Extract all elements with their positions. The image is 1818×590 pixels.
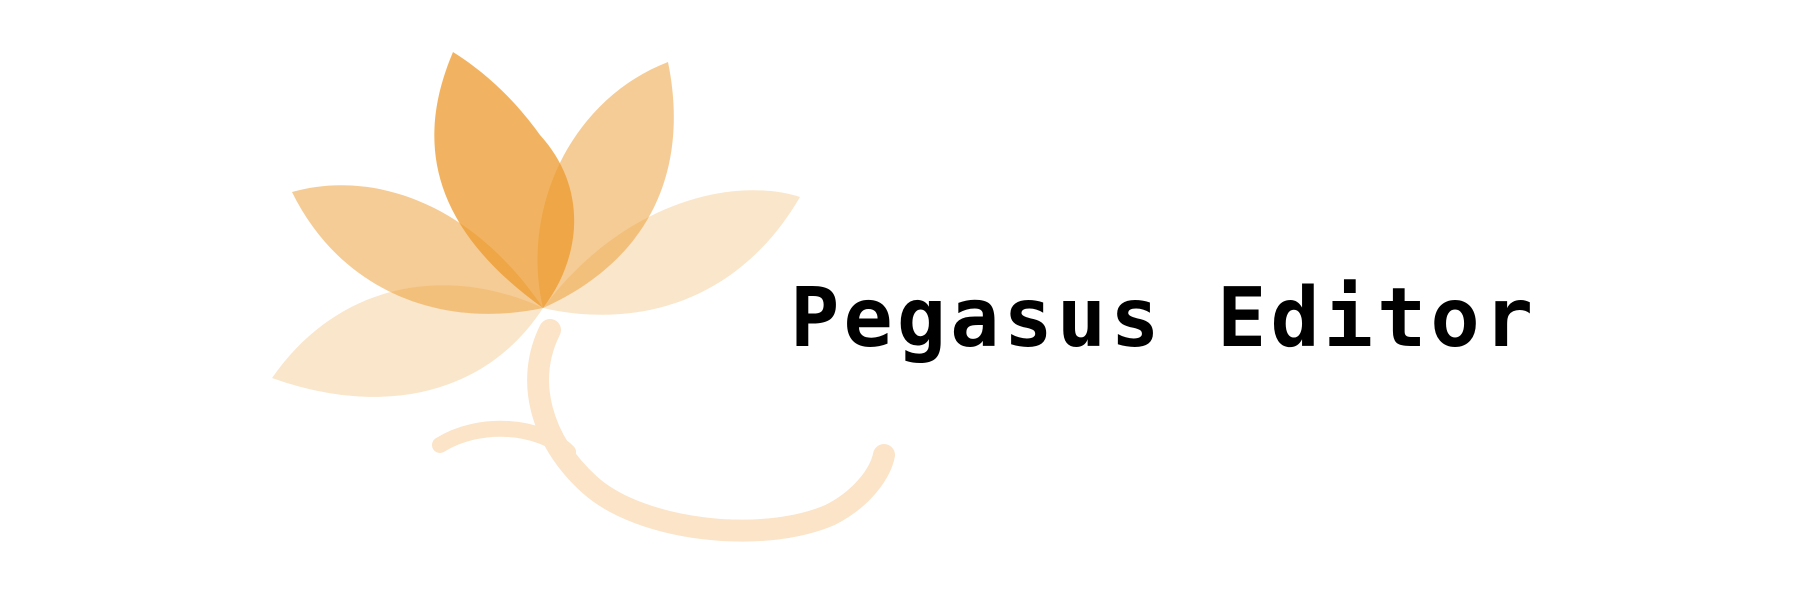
petal-left [292,185,543,314]
petals [272,52,800,397]
app-title: Pegasus Editor [790,271,1538,366]
stem [432,319,895,542]
petal-upper-right [537,62,674,308]
petal-top [434,52,575,308]
petal-right [543,190,800,315]
